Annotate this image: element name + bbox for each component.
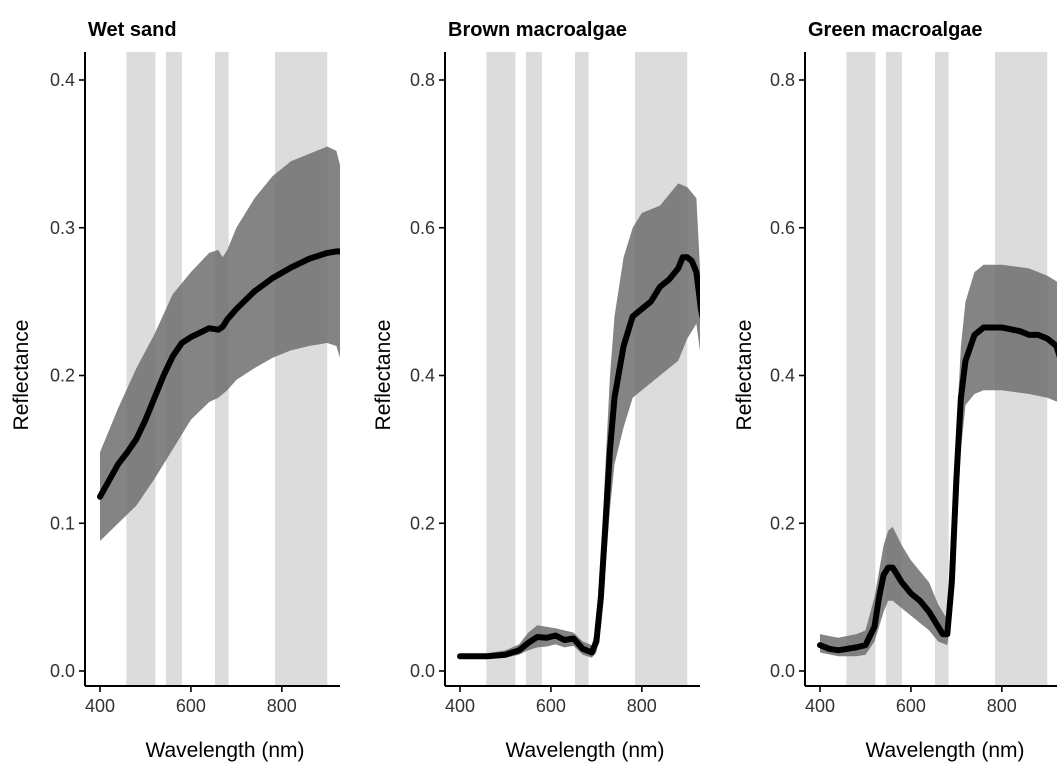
plot-area	[457, 52, 700, 686]
y-tick-label: 0.6	[770, 218, 795, 238]
band-4	[275, 52, 328, 686]
sd-ribbon	[460, 183, 700, 658]
x-axis-title: Wavelength (nm)	[865, 739, 1024, 762]
x-tick-label: 400	[805, 696, 835, 716]
y-axis-title: Reflectance	[372, 320, 395, 431]
y-tick-label: 0.1	[50, 513, 75, 533]
y-tick-label: 0.0	[410, 661, 435, 681]
band-2	[885, 52, 902, 686]
y-axis-title: Reflectance	[10, 320, 33, 431]
y-tick-label: 0.8	[410, 70, 435, 90]
y-axis-title: Reflectance	[733, 320, 756, 431]
y-tick-label: 0.6	[410, 218, 435, 238]
y-tick-label: 0.4	[410, 366, 435, 386]
y-tick-label: 0.0	[770, 661, 795, 681]
band-3	[575, 52, 589, 686]
mean-line	[97, 248, 340, 500]
x-tick-label: 800	[267, 696, 297, 716]
y-tick-label: 0.3	[50, 218, 75, 238]
plot-area	[97, 52, 340, 686]
x-axis-title: Wavelength (nm)	[145, 739, 304, 762]
x-tick-label: 600	[536, 696, 566, 716]
y-tick-label: 0.2	[50, 366, 75, 386]
band-1	[486, 52, 516, 686]
panel-3: 0.0 0.2 0.4 0.6 0.8 400 600 800 Green macroalgae…	[733, 19, 1057, 762]
y-tick-label: 0.2	[410, 513, 435, 533]
x-tick-label: 400	[445, 696, 475, 716]
panel-1: 0.0 0.1 0.2 0.3 0.4 400 600 800 Wet sand Waveleng…	[10, 19, 340, 762]
y-tick-label: 0.2	[770, 513, 795, 533]
mean-line	[457, 254, 700, 660]
mean-line	[817, 324, 1057, 654]
panel-title: Wet sand	[88, 19, 177, 41]
y-tick-label: 0.8	[770, 70, 795, 90]
plot-area	[817, 52, 1057, 686]
y-tick-label: 0.0	[50, 661, 75, 681]
x-tick-label: 600	[896, 696, 926, 716]
y-tick-label: 0.4	[50, 70, 75, 90]
x-tick-label: 800	[627, 696, 657, 716]
y-tick-label: 0.4	[770, 366, 795, 386]
band-3	[935, 52, 949, 686]
sd-ribbon	[100, 146, 340, 541]
panel-title: Brown macroalgae	[448, 19, 627, 41]
sd-ribbon	[820, 264, 1057, 657]
panel-title: Green macroalgae	[808, 19, 983, 41]
x-tick-label: 400	[85, 696, 115, 716]
panel-2: 0.0 0.2 0.4 0.6 0.8 400 600 800 Brown macroalgae…	[372, 19, 700, 762]
x-axis-title: Wavelength (nm)	[505, 739, 664, 762]
x-tick-label: 800	[987, 696, 1017, 716]
band-2	[525, 52, 542, 686]
x-tick-label: 600	[176, 696, 206, 716]
band-1	[846, 52, 876, 686]
